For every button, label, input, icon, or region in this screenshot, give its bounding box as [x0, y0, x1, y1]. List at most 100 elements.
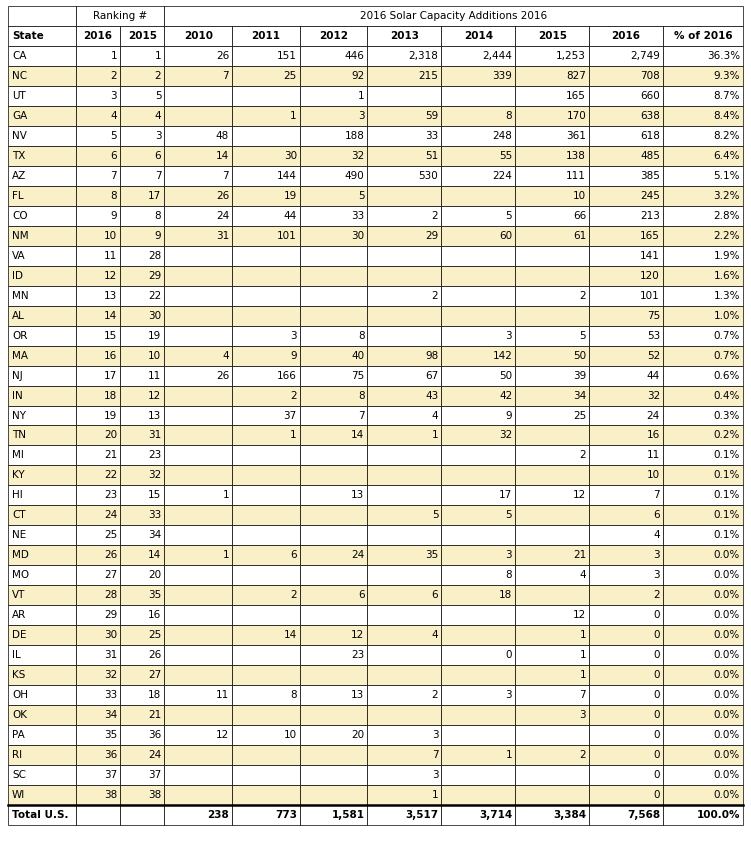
Text: 1.6%: 1.6% [713, 271, 740, 281]
Bar [515, 625, 589, 645]
Bar [8, 145, 76, 166]
Bar [589, 286, 663, 305]
Bar [164, 106, 232, 126]
Text: 0.7%: 0.7% [713, 351, 740, 361]
Bar [164, 145, 232, 166]
Bar [8, 625, 76, 645]
Text: 0.1%: 0.1% [713, 510, 740, 521]
Bar [8, 765, 76, 785]
Bar [589, 625, 663, 645]
Text: 34: 34 [104, 710, 117, 720]
Text: GA: GA [12, 111, 27, 121]
Text: 19: 19 [104, 410, 117, 420]
Bar [367, 206, 442, 225]
Text: 2011: 2011 [252, 31, 280, 41]
Bar [515, 66, 589, 86]
Bar [120, 286, 164, 305]
Bar [589, 106, 663, 126]
Bar [442, 805, 515, 825]
Bar [515, 765, 589, 785]
Bar [367, 485, 442, 505]
Bar [76, 526, 120, 545]
Bar [367, 625, 442, 645]
Bar [442, 625, 515, 645]
Text: 8: 8 [505, 111, 512, 121]
Bar [8, 46, 76, 66]
Bar [663, 765, 743, 785]
Bar [232, 485, 300, 505]
Bar [76, 225, 120, 246]
Bar [589, 246, 663, 266]
Text: 530: 530 [418, 171, 439, 181]
Bar [515, 385, 589, 405]
Bar [367, 446, 442, 465]
Text: 17: 17 [148, 191, 161, 201]
Bar [367, 66, 442, 86]
Text: 2: 2 [432, 211, 439, 220]
Text: NC: NC [12, 71, 27, 81]
Text: 188: 188 [345, 131, 364, 140]
Bar [589, 685, 663, 705]
Bar [8, 206, 76, 225]
Text: 30: 30 [351, 230, 364, 241]
Bar [442, 106, 515, 126]
Text: 10: 10 [573, 191, 586, 201]
Text: 14: 14 [104, 310, 117, 320]
Text: 7,568: 7,568 [627, 810, 660, 820]
Bar [300, 225, 367, 246]
Text: 12: 12 [573, 490, 586, 500]
Bar [76, 606, 120, 625]
Text: 10: 10 [148, 351, 161, 361]
Bar [442, 405, 515, 426]
Bar [300, 526, 367, 545]
Text: 5: 5 [505, 510, 512, 521]
Text: 16: 16 [104, 351, 117, 361]
Bar [164, 385, 232, 405]
Bar [232, 206, 300, 225]
Text: 31: 31 [104, 650, 117, 660]
Bar [232, 385, 300, 405]
Bar [164, 46, 232, 66]
Bar [164, 585, 232, 606]
Bar [367, 145, 442, 166]
Bar [515, 126, 589, 145]
Bar [442, 585, 515, 606]
Text: 0.2%: 0.2% [713, 431, 740, 441]
Bar [442, 545, 515, 565]
Bar [76, 725, 120, 745]
Bar [589, 606, 663, 625]
Bar [515, 526, 589, 545]
Bar [442, 426, 515, 446]
Bar [442, 126, 515, 145]
Bar [300, 745, 367, 765]
Text: 2016: 2016 [83, 31, 113, 41]
Text: 0: 0 [653, 730, 660, 740]
Text: 0: 0 [653, 710, 660, 720]
Text: 2.2%: 2.2% [713, 230, 740, 241]
Bar [232, 106, 300, 126]
Bar [232, 145, 300, 166]
Bar [589, 366, 663, 385]
Text: 23: 23 [351, 650, 364, 660]
Text: 33: 33 [148, 510, 161, 521]
Bar [367, 366, 442, 385]
Bar [300, 385, 367, 405]
Bar [232, 305, 300, 325]
Text: OK: OK [12, 710, 27, 720]
Text: 2: 2 [432, 690, 439, 701]
Text: 32: 32 [499, 431, 512, 441]
Text: 4: 4 [155, 111, 161, 121]
Text: 0.0%: 0.0% [713, 590, 740, 600]
Bar [232, 805, 300, 825]
Text: 4: 4 [222, 351, 229, 361]
Bar [164, 705, 232, 725]
Bar [120, 685, 164, 705]
Bar [76, 405, 120, 426]
Text: 43: 43 [425, 390, 439, 400]
Text: 1: 1 [358, 91, 364, 101]
Bar [589, 346, 663, 366]
Bar [76, 305, 120, 325]
Bar [367, 286, 442, 305]
Bar [120, 745, 164, 765]
Bar [164, 485, 232, 505]
